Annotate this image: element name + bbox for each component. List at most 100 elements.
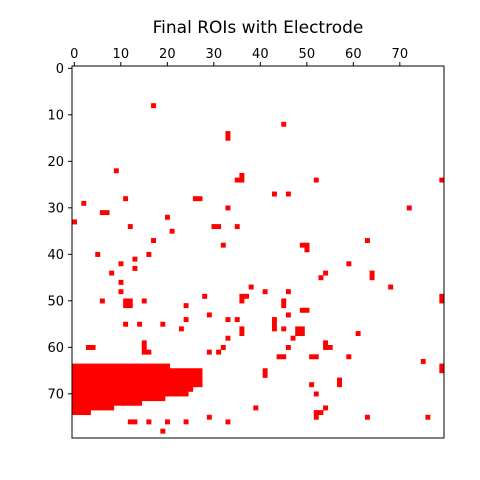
roi-pixel xyxy=(132,256,138,262)
roi-pixel xyxy=(183,317,189,323)
roi-pixel xyxy=(281,121,287,127)
roi-pixel xyxy=(318,410,324,416)
roi-pixel xyxy=(290,335,296,341)
roi-pixel xyxy=(118,261,124,267)
chart-title: Final ROIs with Electrode xyxy=(153,18,364,38)
roi-pixel-run xyxy=(72,382,203,388)
roi-pixel xyxy=(299,331,305,336)
roi-pixel xyxy=(369,270,375,276)
roi-pixel xyxy=(337,382,342,388)
roi-pixel xyxy=(285,191,291,197)
roi-pixel xyxy=(127,224,133,230)
roi-pixel-run xyxy=(72,372,203,378)
roi-pixel xyxy=(127,298,133,304)
roi-pixel xyxy=(425,414,431,420)
roi-pixel xyxy=(327,345,333,350)
x-tick-label: 50 xyxy=(299,47,316,62)
roi-pixel xyxy=(151,103,156,109)
roi-pixel xyxy=(225,335,231,341)
roi-pixel xyxy=(132,419,138,425)
roi-pixel xyxy=(299,307,305,313)
y-tick-label: 10 xyxy=(47,108,64,123)
roi-pixel xyxy=(439,177,445,183)
y-tick-label: 30 xyxy=(47,201,64,216)
roi-pixel xyxy=(388,284,394,290)
x-tick-label: 70 xyxy=(392,47,409,62)
roi-pixel xyxy=(299,242,305,248)
roi-pixel-run xyxy=(72,363,170,369)
roi-pixel-layer xyxy=(72,103,445,434)
roi-pixel xyxy=(285,289,291,295)
roi-pixel xyxy=(216,349,222,355)
roi-pixel xyxy=(271,317,277,323)
y-tick-label: 40 xyxy=(47,248,64,263)
roi-pixel-run xyxy=(72,386,194,392)
x-tick-label: 0 xyxy=(70,47,78,62)
roi-pixel xyxy=(239,293,245,299)
y-tick-label: 70 xyxy=(47,387,64,402)
roi-pixel xyxy=(439,363,445,369)
roi-pixel xyxy=(81,200,87,206)
roi-pixel xyxy=(118,289,124,295)
roi-pixel xyxy=(439,368,445,374)
roi-pixel xyxy=(225,131,231,137)
roi-pixel xyxy=(248,284,254,290)
roi-pixel xyxy=(304,247,310,253)
roi-pixel xyxy=(234,177,240,183)
roi-pixel xyxy=(346,261,352,267)
roi-pixel xyxy=(206,349,212,355)
roi-pixel xyxy=(262,372,268,378)
roi-pixel xyxy=(99,210,105,216)
roi-pixel xyxy=(211,224,217,230)
roi-pixel-run xyxy=(72,405,115,411)
x-tick-label: 20 xyxy=(159,47,176,62)
roi-pixel xyxy=(113,168,119,174)
roi-pixel xyxy=(299,326,305,332)
roi-pixel xyxy=(313,414,319,420)
roi-pixel xyxy=(141,349,147,355)
roi-pixel xyxy=(323,270,329,276)
roi-pixel xyxy=(225,419,231,425)
roi-pixel xyxy=(183,303,189,309)
roi-pixel xyxy=(151,238,156,243)
roi-pixel xyxy=(216,224,222,230)
roi-pixel xyxy=(169,228,175,234)
roi-pixel xyxy=(141,340,147,346)
roi-pixel xyxy=(281,298,287,304)
roi-pixel xyxy=(197,196,203,202)
roi-pixel xyxy=(304,307,310,313)
roi-pixel xyxy=(406,205,412,211)
roi-pixel-run xyxy=(72,396,166,402)
roi-pixel xyxy=(309,354,315,360)
roi-pixel xyxy=(206,312,212,318)
roi-pixel xyxy=(285,345,291,350)
roi-pixel xyxy=(271,326,277,332)
roi-pixel xyxy=(206,414,212,420)
x-tick-label: 40 xyxy=(252,47,269,62)
plot-frame xyxy=(71,65,445,439)
roi-pixel xyxy=(439,298,445,304)
roi-pixel xyxy=(146,349,152,355)
roi-pixel xyxy=(239,331,245,336)
roi-pixel xyxy=(165,419,170,425)
roi-pixel xyxy=(123,196,129,202)
roi-pixel xyxy=(202,293,208,299)
roi-pixel xyxy=(309,382,315,388)
roi-pixel-run xyxy=(72,391,189,397)
x-tick-label: 30 xyxy=(206,47,223,62)
roi-pixel xyxy=(364,414,370,420)
roi-pixel xyxy=(439,293,445,299)
roi-pixel xyxy=(165,214,170,220)
roi-pixel xyxy=(239,172,245,178)
roi-pixel xyxy=(323,345,329,350)
roi-pixel xyxy=(271,191,277,197)
roi-pixel xyxy=(104,210,110,216)
roi-pixel xyxy=(239,298,245,304)
roi-pixel xyxy=(355,331,361,336)
roi-pixel xyxy=(146,419,152,425)
roi-pixel xyxy=(225,205,231,211)
roi-pixel xyxy=(127,419,133,425)
y-tick-label: 60 xyxy=(47,341,64,356)
roi-pixel-run xyxy=(72,368,203,374)
